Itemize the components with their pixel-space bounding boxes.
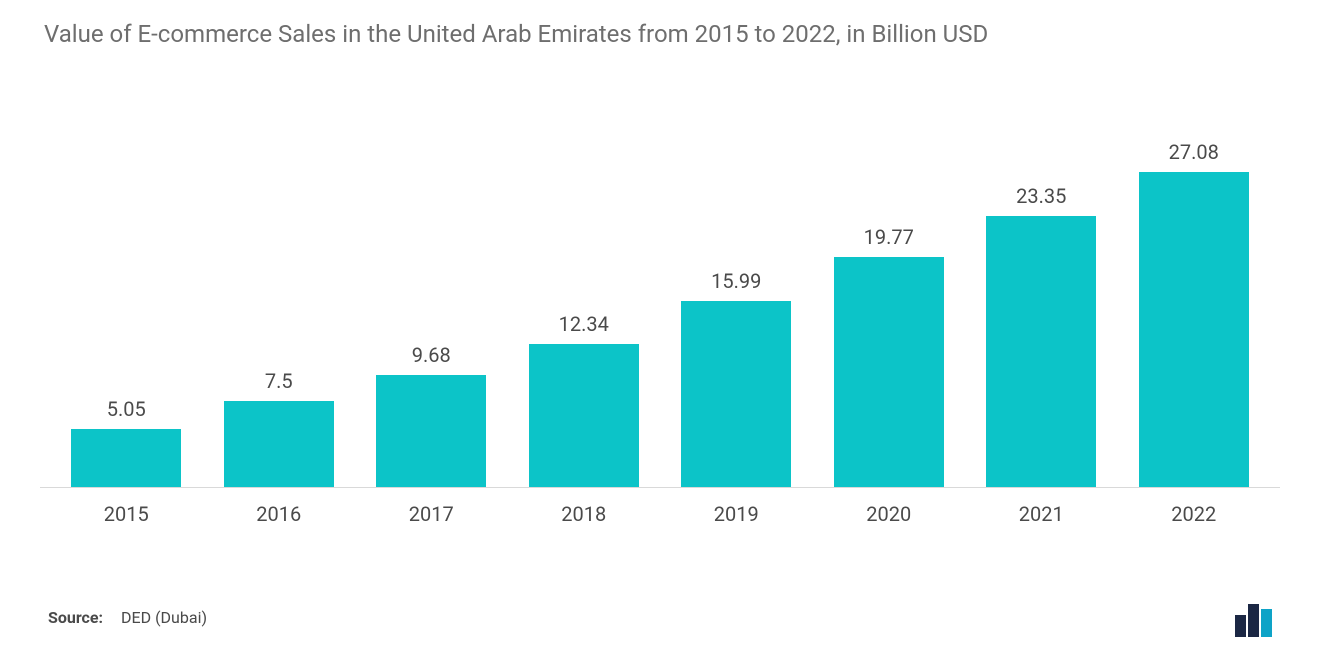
source-label: Source: <box>48 608 103 627</box>
bar-group: 15.99 <box>660 138 813 488</box>
chart-title: Value of E-commerce Sales in the United … <box>40 20 1280 48</box>
bar-group: 19.77 <box>813 138 966 488</box>
bar-group: 27.08 <box>1118 138 1271 488</box>
bars-container: 5.05 7.5 9.68 12.34 15.99 19.77 23.35 27… <box>40 138 1280 488</box>
x-axis-label: 2015 <box>50 502 203 526</box>
bar-value-label: 12.34 <box>559 312 609 336</box>
bar <box>71 429 181 488</box>
logo-bar-icon <box>1248 604 1259 637</box>
x-axis-label: 2016 <box>203 502 356 526</box>
bar-value-label: 7.5 <box>265 369 293 393</box>
x-axis-label: 2022 <box>1118 502 1271 526</box>
bar <box>986 216 1096 488</box>
x-axis-label: 2021 <box>965 502 1118 526</box>
bar-value-label: 27.08 <box>1169 140 1219 164</box>
bar <box>376 375 486 488</box>
bar-value-label: 5.05 <box>107 397 146 421</box>
x-axis-label: 2019 <box>660 502 813 526</box>
source-text: DED (Dubai) <box>121 608 207 627</box>
logo-bar-icon <box>1235 615 1246 637</box>
brand-logo-icon <box>1235 604 1272 637</box>
bar-value-label: 9.68 <box>412 343 451 367</box>
bar-group: 7.5 <box>203 138 356 488</box>
bar <box>1139 172 1249 488</box>
bar-value-label: 15.99 <box>711 269 761 293</box>
x-axis-labels: 2015 2016 2017 2018 2019 2020 2021 2022 <box>40 488 1280 526</box>
x-axis-label: 2018 <box>508 502 661 526</box>
bar-group: 12.34 <box>508 138 661 488</box>
bar <box>834 257 944 488</box>
bar <box>529 344 639 488</box>
x-axis-label: 2017 <box>355 502 508 526</box>
x-axis-line <box>40 487 1280 488</box>
bar-group: 23.35 <box>965 138 1118 488</box>
bar-chart: 5.05 7.5 9.68 12.34 15.99 19.77 23.35 27… <box>40 138 1280 488</box>
bar-value-label: 23.35 <box>1016 184 1066 208</box>
bar <box>681 301 791 488</box>
bar-group: 5.05 <box>50 138 203 488</box>
logo-bar-icon <box>1261 609 1272 637</box>
bar-group: 9.68 <box>355 138 508 488</box>
bar <box>224 401 334 489</box>
x-axis-label: 2020 <box>813 502 966 526</box>
bar-value-label: 19.77 <box>864 225 914 249</box>
source-citation: Source: DED (Dubai) <box>48 608 207 627</box>
